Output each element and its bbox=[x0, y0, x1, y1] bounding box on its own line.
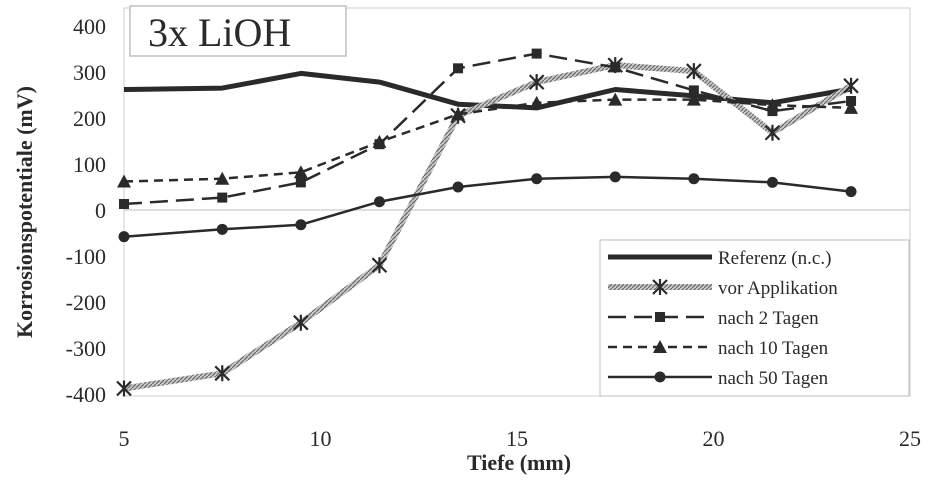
series-line bbox=[123, 52, 852, 206]
data-point-circle bbox=[609, 171, 621, 183]
legend-entry: nach 50 Tagen bbox=[608, 368, 829, 389]
legend-entry: Referenz (n.c.) bbox=[608, 248, 831, 269]
series-line bbox=[123, 98, 852, 183]
data-point-square bbox=[453, 63, 464, 74]
x-tick-label: 20 bbox=[703, 426, 725, 451]
data-point-asterisk bbox=[214, 365, 231, 382]
legend: Referenz (n.c.) vor Applikation nach 2 Tag… bbox=[599, 239, 910, 397]
data-point-triangle bbox=[293, 165, 308, 179]
data-point-asterisk bbox=[371, 257, 388, 274]
data-point-circle bbox=[295, 219, 307, 231]
legend-label: vor Applikation bbox=[718, 278, 838, 299]
data-point-triangle bbox=[215, 171, 230, 185]
x-tick-label: 25 bbox=[899, 426, 921, 451]
x-tick-label: 5 bbox=[119, 426, 130, 451]
data-point-square bbox=[610, 62, 621, 73]
data-point-circle bbox=[118, 231, 130, 243]
data-point-square bbox=[531, 48, 542, 59]
data-point-circle bbox=[216, 223, 228, 235]
data-point-triangle bbox=[372, 134, 387, 148]
series-nach-50-tagen bbox=[118, 171, 857, 243]
data-point-square bbox=[217, 192, 228, 203]
series-nach-10-tagen bbox=[117, 92, 859, 188]
y-tick-labels: 400 300 200 100 0 -100 -200 -300 -400 bbox=[66, 14, 106, 407]
data-point-triangle bbox=[653, 340, 667, 353]
data-point-triangle bbox=[451, 107, 466, 121]
data-point-triangle bbox=[529, 95, 544, 109]
data-point-square bbox=[295, 177, 306, 188]
series-line bbox=[123, 175, 852, 238]
x-axis-title: Tiefe (mm) bbox=[467, 450, 571, 475]
data-point-circle bbox=[766, 176, 778, 188]
data-point-square bbox=[688, 85, 699, 96]
legend-entry: nach 2 Tagen bbox=[608, 308, 819, 329]
series-layer bbox=[116, 48, 859, 397]
data-point-asterisk bbox=[652, 279, 668, 295]
data-point-triangle bbox=[844, 100, 859, 114]
legend-entry: nach 10 Tagen bbox=[608, 338, 829, 359]
data-point-square bbox=[655, 312, 665, 322]
legend-label: Referenz (n.c.) bbox=[718, 248, 831, 269]
y-tick-label: 200 bbox=[73, 106, 106, 131]
data-point-circle bbox=[654, 371, 666, 383]
y-tick-label: 400 bbox=[73, 14, 106, 39]
data-point-triangle bbox=[686, 92, 701, 106]
legend-label: nach 50 Tagen bbox=[718, 368, 829, 389]
x-tick-label: 15 bbox=[506, 426, 528, 451]
y-tick-label: 0 bbox=[95, 198, 106, 223]
chart-title: 3x LiOH bbox=[148, 10, 291, 55]
legend-label: nach 10 Tagen bbox=[718, 338, 829, 359]
y-tick-label: -100 bbox=[66, 244, 106, 269]
data-point-circle bbox=[452, 181, 464, 193]
data-point-circle bbox=[373, 196, 385, 208]
y-tick-label: -200 bbox=[66, 290, 106, 315]
data-point-asterisk bbox=[116, 380, 132, 397]
data-point-asterisk bbox=[764, 124, 781, 141]
data-point-circle bbox=[688, 173, 700, 185]
data-point-asterisk bbox=[528, 74, 545, 91]
x-tick-labels: 5 10 15 20 25 bbox=[119, 426, 922, 451]
data-point-square bbox=[119, 199, 129, 210]
x-tick-label: 10 bbox=[310, 426, 332, 451]
y-tick-label: 300 bbox=[73, 60, 106, 85]
y-tick-label: 100 bbox=[73, 152, 106, 177]
data-point-triangle bbox=[608, 92, 623, 106]
title-box: 3x LiOH bbox=[129, 5, 347, 57]
data-point-asterisk bbox=[843, 77, 859, 94]
y-tick-label: -400 bbox=[66, 382, 106, 407]
legend-entry: vor Applikation bbox=[608, 278, 838, 299]
y-axis-title: Korrosionspotentiale (mV) bbox=[12, 86, 37, 338]
data-point-triangle bbox=[765, 98, 780, 112]
data-point-circle bbox=[531, 173, 543, 185]
data-point-asterisk bbox=[686, 63, 702, 80]
legend-label: nach 2 Tagen bbox=[718, 308, 819, 329]
data-point-circle bbox=[845, 186, 857, 198]
y-tick-label: -300 bbox=[66, 336, 106, 361]
data-point-triangle bbox=[117, 174, 131, 188]
data-point-asterisk bbox=[293, 314, 309, 331]
